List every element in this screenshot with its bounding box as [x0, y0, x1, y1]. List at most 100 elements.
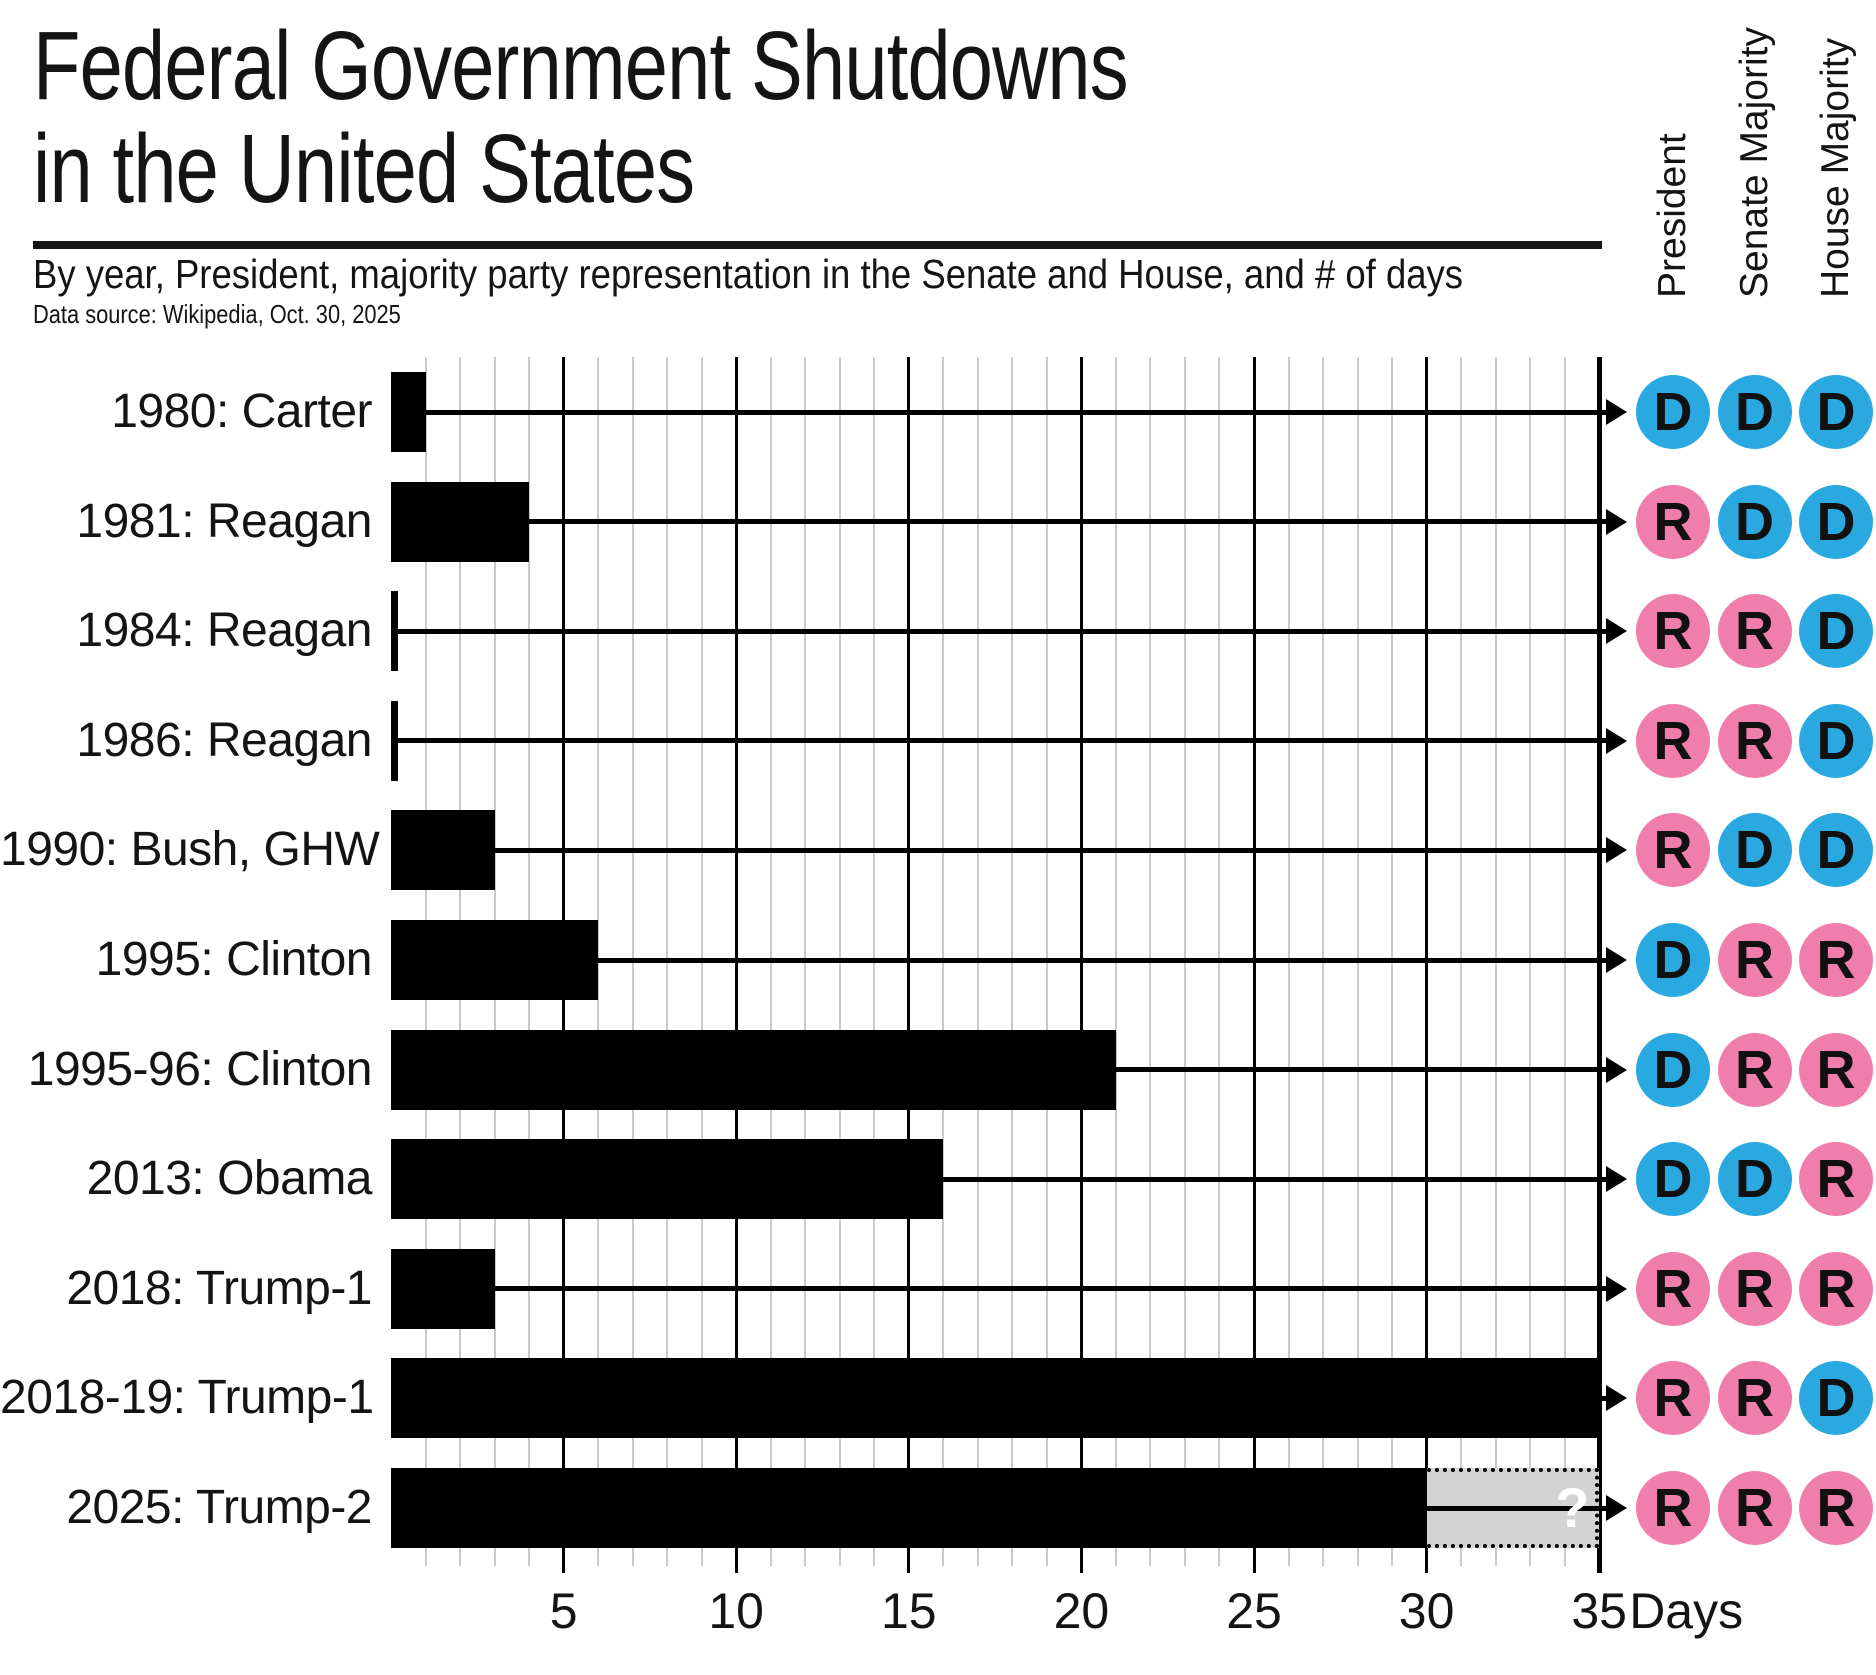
row-connector-line	[596, 957, 1608, 963]
party-circle-democrat: D	[1799, 594, 1873, 669]
party-circle-democrat: D	[1717, 813, 1792, 888]
party-letter: R	[1816, 1149, 1856, 1210]
party-letter: R	[1735, 930, 1774, 990]
party-letter: D	[1816, 1368, 1856, 1429]
party-letter: D	[1816, 710, 1856, 771]
party-circle-republican: R	[1717, 703, 1792, 778]
row-label: 2013: Obama	[86, 1152, 373, 1206]
party-circle-democrat: D	[1799, 813, 1873, 888]
party-circle-democrat: D	[1799, 484, 1873, 559]
party-circle-republican: R	[1636, 1471, 1710, 1545]
row-connector-line	[396, 628, 1608, 634]
column-header-president: President	[1651, 133, 1694, 298]
shutdown-bar	[391, 1468, 1427, 1548]
shutdown-bar	[391, 372, 426, 452]
row-connector-line	[941, 1176, 1608, 1182]
party-letter: D	[1653, 382, 1693, 442]
party-letter: R	[1735, 1258, 1774, 1319]
shutdown-bar	[391, 1029, 1116, 1110]
party-letter: R	[1653, 1258, 1693, 1319]
row-connector-line	[396, 738, 1608, 744]
gridline-day-25	[1252, 357, 1256, 1573]
party-letter: R	[1816, 1039, 1856, 1100]
title-line-1: Federal Government Shutdowns	[33, 11, 1129, 120]
column-header-house-majority: House Majority	[1814, 37, 1857, 298]
party-circle-democrat: D	[1799, 375, 1873, 449]
party-letter: R	[1653, 710, 1693, 771]
title-underline	[33, 241, 1602, 249]
party-letter: R	[1735, 710, 1774, 771]
row-label: 2018: Trump-1	[66, 1261, 372, 1315]
party-circle-democrat: D	[1636, 1142, 1710, 1217]
row-arrowhead-icon	[1606, 508, 1627, 535]
x-tick-label-10: 10	[708, 1583, 764, 1639]
party-circle-republican: R	[1636, 813, 1710, 888]
party-circle-republican: R	[1717, 1251, 1792, 1326]
row-arrowhead-icon	[1606, 1385, 1627, 1412]
party-circle-republican: R	[1799, 1251, 1873, 1326]
row-label: 2025: Trump-2	[66, 1481, 372, 1534]
row-label: 2018-19: Trump-1	[0, 1371, 374, 1425]
party-letter: D	[1816, 601, 1856, 662]
party-circle-republican: R	[1636, 1251, 1710, 1326]
party-letter: R	[1816, 930, 1856, 990]
row-label: 1990: Bush, GHW	[0, 823, 380, 877]
party-letter: R	[1816, 1478, 1856, 1538]
shutdown-bar	[391, 591, 398, 672]
column-header-senate-majority: Senate Majority	[1732, 27, 1776, 298]
row-arrowhead-icon	[1606, 1056, 1627, 1083]
row-label: 1995-96: Clinton	[27, 1042, 373, 1096]
party-letter: D	[1735, 820, 1774, 881]
data-source-note: Data source: Wikipedia, Oct. 30, 2025	[33, 299, 401, 329]
party-letter: R	[1735, 1039, 1774, 1100]
party-circle-republican: R	[1717, 1361, 1792, 1436]
x-axis-right-edge	[1596, 357, 1602, 1573]
uncertainty-question-mark: ?	[1555, 1476, 1590, 1539]
party-circle-democrat: D	[1717, 375, 1792, 449]
party-circle-democrat: D	[1717, 484, 1792, 559]
party-letter: D	[1735, 491, 1774, 552]
row-connector-line	[1597, 1395, 1608, 1401]
row-connector-line	[1424, 1505, 1608, 1511]
party-letter: D	[1816, 820, 1856, 881]
party-letter: R	[1653, 1368, 1693, 1429]
party-letter: D	[1653, 930, 1693, 990]
shutdown-bar	[391, 810, 495, 891]
row-connector-line	[423, 409, 1608, 415]
row-arrowhead-icon	[1606, 618, 1627, 645]
party-circle-republican: R	[1636, 703, 1710, 778]
row-arrowhead-icon	[1606, 1166, 1627, 1193]
shutdown-bar	[391, 700, 398, 781]
party-circle-democrat: D	[1799, 1361, 1873, 1436]
shutdown-bar	[391, 1139, 944, 1220]
party-letter: R	[1735, 601, 1774, 662]
row-connector-line	[492, 847, 1608, 853]
shutdown-bar	[391, 1358, 1600, 1439]
row-label: 1980: Carter	[111, 385, 372, 438]
gridline-day-20	[1079, 357, 1083, 1573]
party-circle-democrat: D	[1636, 375, 1710, 449]
party-letter: R	[1653, 1478, 1693, 1538]
row-label: 1981: Reagan	[76, 494, 372, 548]
row-arrowhead-icon	[1606, 837, 1627, 864]
party-circle-democrat: D	[1717, 1142, 1792, 1217]
x-tick-label-30: 30	[1398, 1583, 1455, 1639]
row-connector-line	[492, 1286, 1608, 1292]
party-circle-republican: R	[1636, 484, 1710, 559]
chart-subtitle: By year, President, majority party repre…	[33, 251, 1464, 297]
x-tick-label-5: 5	[549, 1583, 578, 1639]
title-line-2: in the United States	[33, 114, 695, 223]
party-circle-democrat: D	[1799, 703, 1873, 778]
row-label: 1986: Reagan	[76, 713, 372, 767]
party-letter: R	[1653, 491, 1693, 552]
gridline-day-15	[907, 357, 911, 1573]
row-connector-line	[527, 519, 1608, 525]
party-circle-republican: R	[1717, 1032, 1792, 1107]
gridline-day-30	[1425, 357, 1429, 1573]
party-letter: D	[1816, 491, 1856, 552]
party-letter: D	[1653, 1039, 1693, 1100]
row-arrowhead-icon	[1606, 1275, 1627, 1302]
party-letter: R	[1653, 820, 1693, 881]
row-label: 1995: Clinton	[95, 933, 373, 986]
